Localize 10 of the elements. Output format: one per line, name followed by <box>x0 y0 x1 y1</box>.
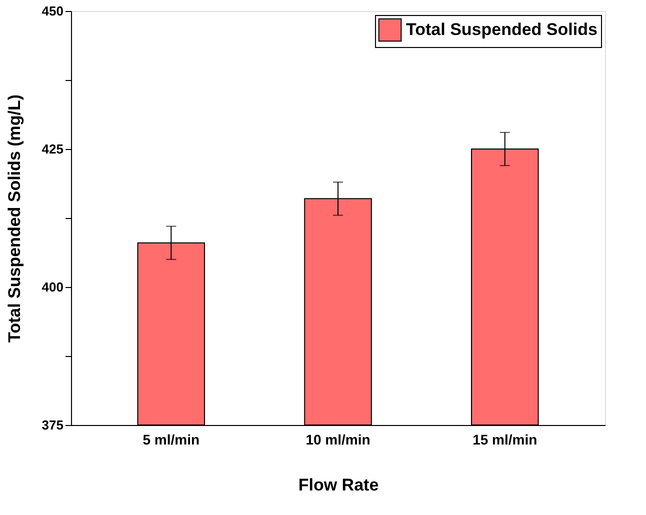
y-tick-label: 425 <box>42 142 64 156</box>
x-tick-label: 5 ml/min <box>142 432 200 448</box>
x-axis-title: Flow Rate <box>298 476 379 494</box>
x-tick-label: 15 ml/min <box>472 432 538 448</box>
y-tick-label: 375 <box>42 418 64 432</box>
x-tick-label: 10 ml/min <box>306 432 370 448</box>
y-tick-label: 450 <box>42 4 64 18</box>
y-axis-title: Total Suspended Solids (mg/L) <box>4 94 24 343</box>
y-tick-label: 400 <box>42 280 64 294</box>
legend-label: Total Suspended Solids <box>406 20 598 39</box>
